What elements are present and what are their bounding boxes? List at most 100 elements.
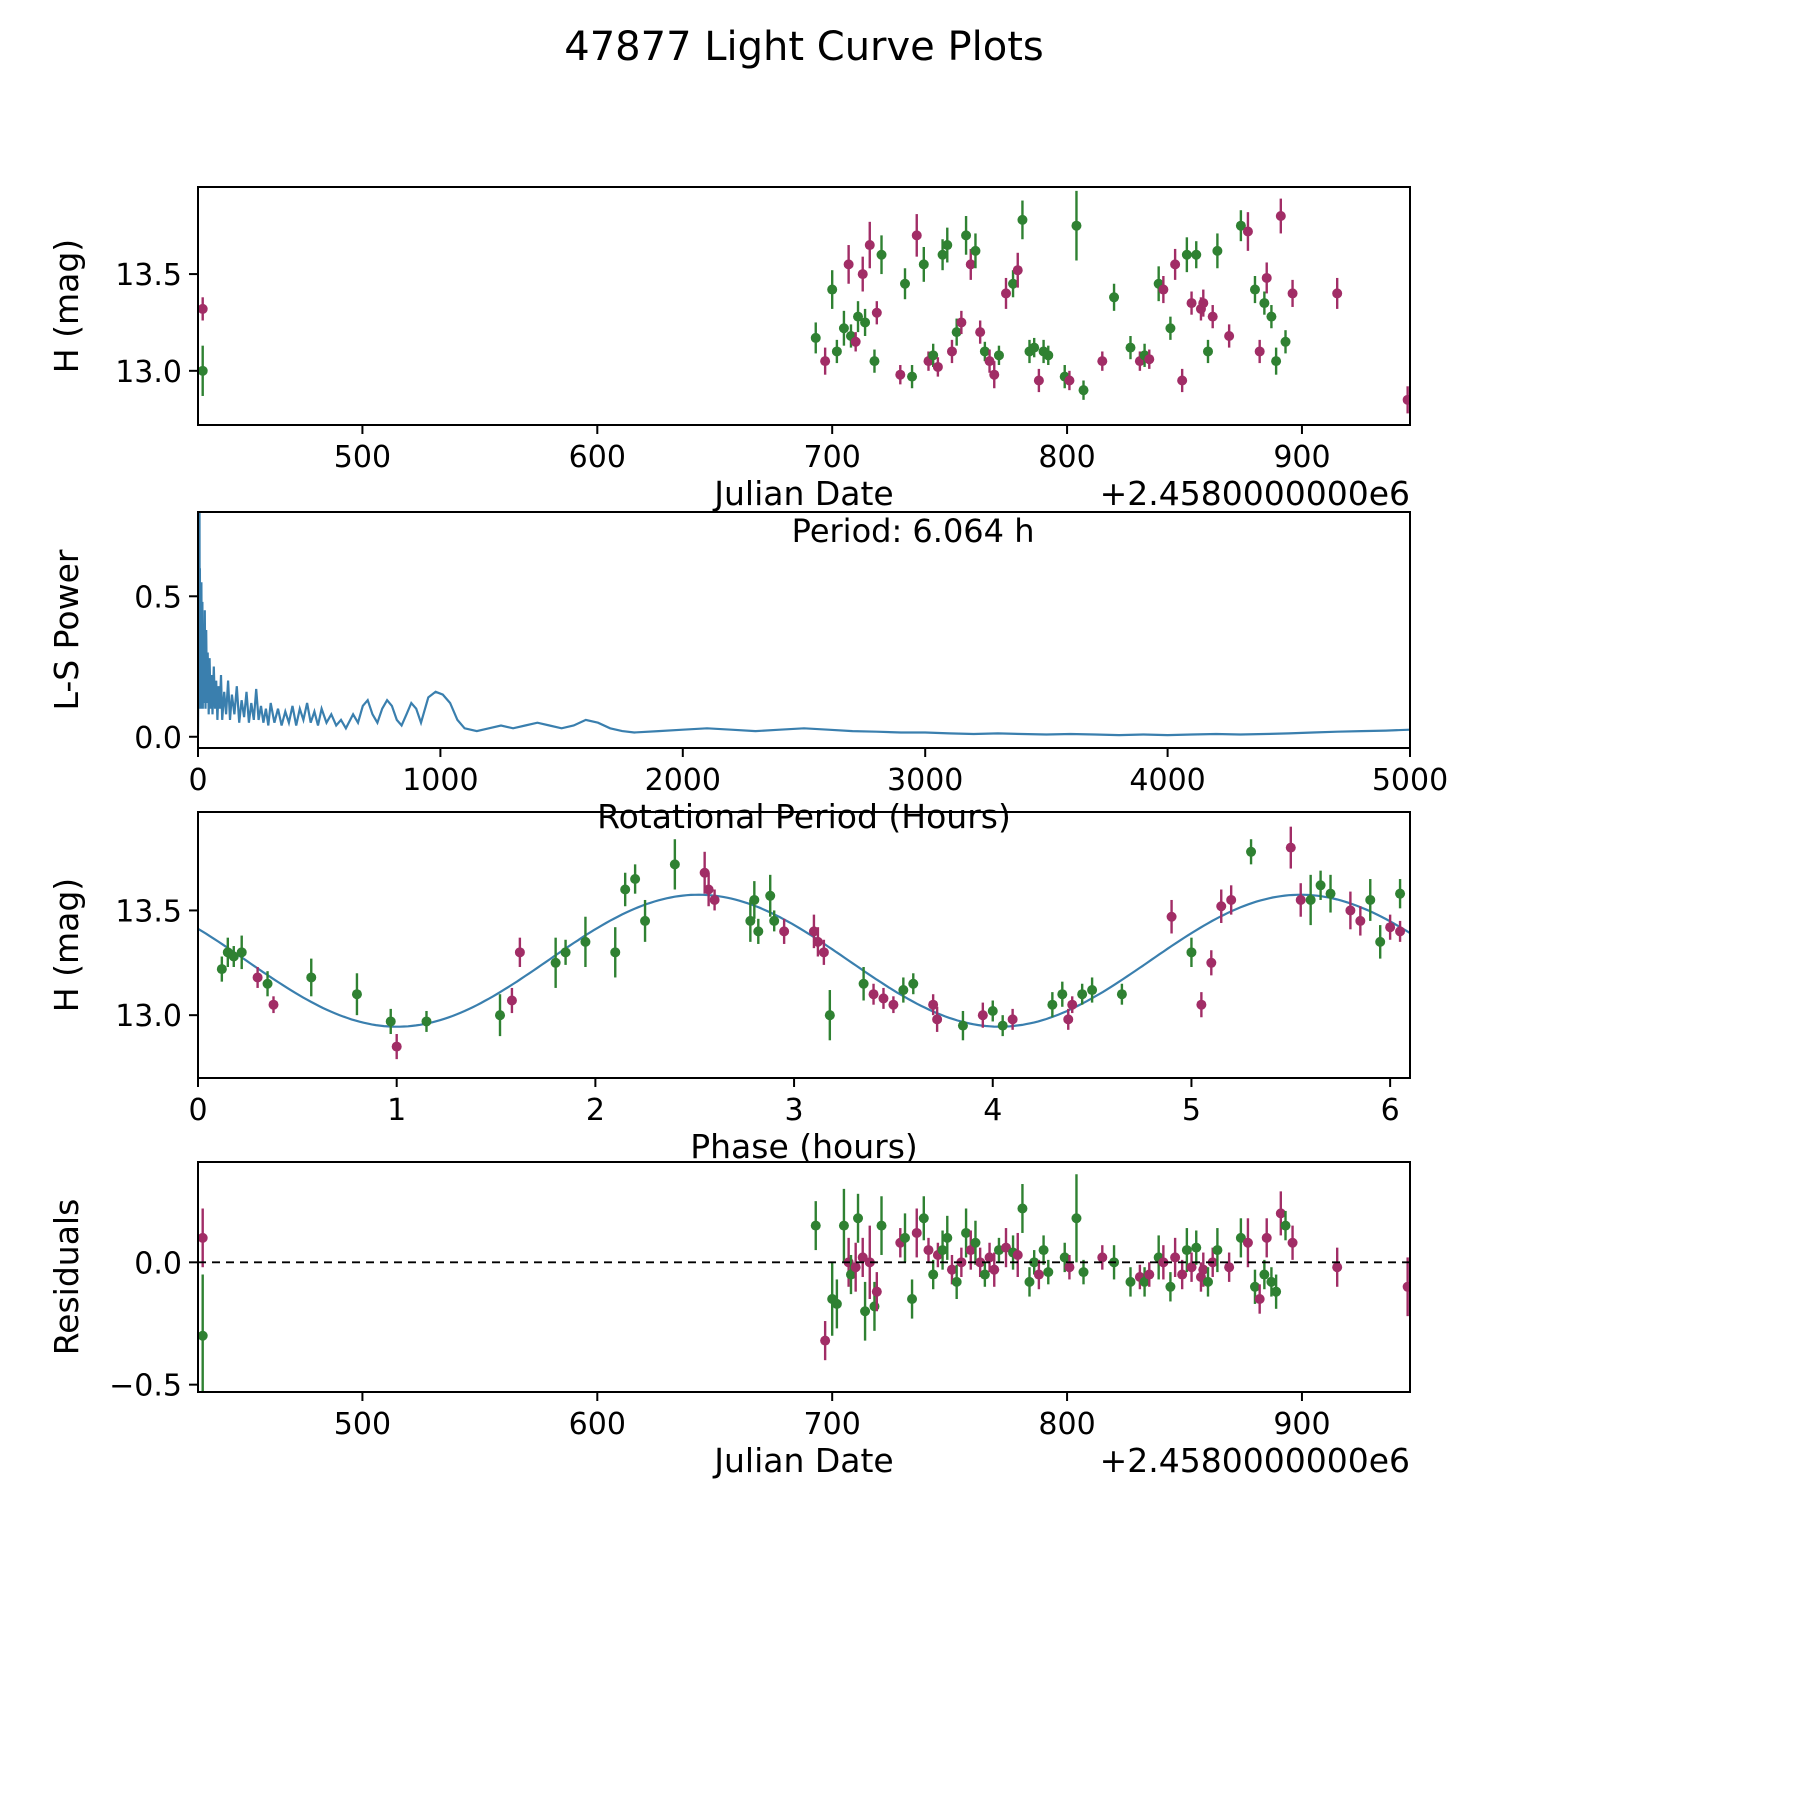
data-point (1402, 1281, 1410, 1292)
data-point (1057, 989, 1068, 1000)
data-point (1125, 1276, 1136, 1287)
data-point (699, 867, 710, 878)
x-tick-label: 800 (1038, 1407, 1095, 1442)
data-point (1170, 1252, 1181, 1263)
data-point (871, 1286, 882, 1297)
periodogram-data (198, 512, 1410, 737)
data-point (907, 371, 918, 382)
data-point (1125, 342, 1136, 353)
y-tick-label: −0.5 (109, 1369, 182, 1404)
data-point (1285, 842, 1296, 853)
data-point (1226, 894, 1237, 905)
data-point (1139, 1276, 1150, 1287)
data-point (942, 1232, 953, 1243)
data-point (753, 926, 764, 937)
data-point (1144, 354, 1155, 365)
data-point (979, 346, 990, 357)
data-point (1259, 1269, 1270, 1280)
data-point (228, 951, 239, 962)
data-point (1315, 880, 1326, 891)
data-point (1144, 1269, 1155, 1280)
phased-data (198, 826, 1410, 1060)
data-point (1385, 922, 1396, 933)
data-point (1097, 356, 1108, 367)
data-point (970, 1237, 981, 1248)
y-axis-label: L-S Power (47, 549, 86, 710)
data-point (1345, 905, 1356, 916)
data-point (1196, 999, 1207, 1010)
axes-frame (197, 1161, 1411, 1393)
data-point (1063, 1014, 1074, 1025)
data-point (306, 972, 317, 983)
data-point (1287, 288, 1298, 299)
x-tick-label: 700 (804, 440, 861, 475)
x-tick-label: 1 (387, 1093, 406, 1128)
data-point (1206, 957, 1217, 968)
data-point (1375, 936, 1386, 947)
data-point (1007, 1014, 1018, 1025)
x-tick-label: 1000 (402, 763, 478, 798)
data-point (1271, 1286, 1282, 1297)
data-point (827, 284, 838, 295)
data-point (709, 894, 720, 905)
data-point (961, 1227, 972, 1238)
data-point (560, 947, 571, 958)
data-point (838, 1220, 849, 1231)
data-point (878, 993, 889, 1004)
data-point (876, 1220, 887, 1231)
x-tick-label: 6 (1381, 1093, 1400, 1128)
data-point (1365, 894, 1376, 905)
x-tick-label: 4 (983, 1093, 1002, 1128)
y-tick-label: 0.0 (134, 721, 182, 756)
data-point (864, 240, 875, 251)
data-point (580, 936, 591, 947)
data-point (1216, 901, 1227, 912)
data-point (942, 240, 953, 251)
x-tick-label: 900 (1273, 1407, 1330, 1442)
data-point (1395, 888, 1406, 899)
data-point (1287, 1237, 1298, 1248)
data-point (1242, 1237, 1253, 1248)
data-point (979, 1269, 990, 1280)
data-point (1191, 1242, 1202, 1253)
data-point (669, 859, 680, 870)
data-point (928, 350, 939, 361)
x-tick-label: 600 (569, 1407, 626, 1442)
data-point (745, 915, 756, 926)
data-point (860, 317, 871, 328)
data-point (956, 317, 967, 328)
data-point (818, 947, 829, 958)
data-point (957, 1020, 968, 1031)
data-point (923, 1245, 934, 1256)
x-tick-label: 3000 (887, 763, 963, 798)
chart-residuals: 500 600 700 800 900 −0.5 0.0 Julian Date +2.4580… (47, 1161, 1411, 1480)
x-axis-label: Rotational Period (Hours) (597, 797, 1011, 836)
x-tick-label: 600 (569, 440, 626, 475)
data-point (951, 327, 962, 338)
data-point (216, 964, 227, 975)
data-point (1212, 245, 1223, 256)
y-axis-label: H (mag) (47, 878, 86, 1012)
data-point (869, 356, 880, 367)
x-axis-label: Julian Date (712, 474, 894, 513)
data-point (495, 1010, 506, 1021)
data-point (268, 999, 279, 1010)
data-point (1198, 298, 1209, 309)
data-point (937, 1245, 948, 1256)
data-point (907, 1294, 918, 1305)
data-point (1235, 220, 1246, 231)
data-point (965, 259, 976, 270)
data-point (1254, 1294, 1265, 1305)
data-point (1212, 1245, 1223, 1256)
data-point (831, 1298, 842, 1309)
data-point (1275, 211, 1286, 222)
data-point (1181, 1245, 1192, 1256)
data-point (1017, 214, 1028, 225)
x-tick-label: 500 (334, 1407, 391, 1442)
chart-lightcurve: 500 600 700 800 900 13.0 13.5 Julian Date +2.458… (47, 186, 1411, 513)
x-tick-label: 4000 (1129, 763, 1205, 798)
data-point (871, 307, 882, 318)
data-point (1024, 1276, 1035, 1287)
data-point (1078, 385, 1089, 396)
